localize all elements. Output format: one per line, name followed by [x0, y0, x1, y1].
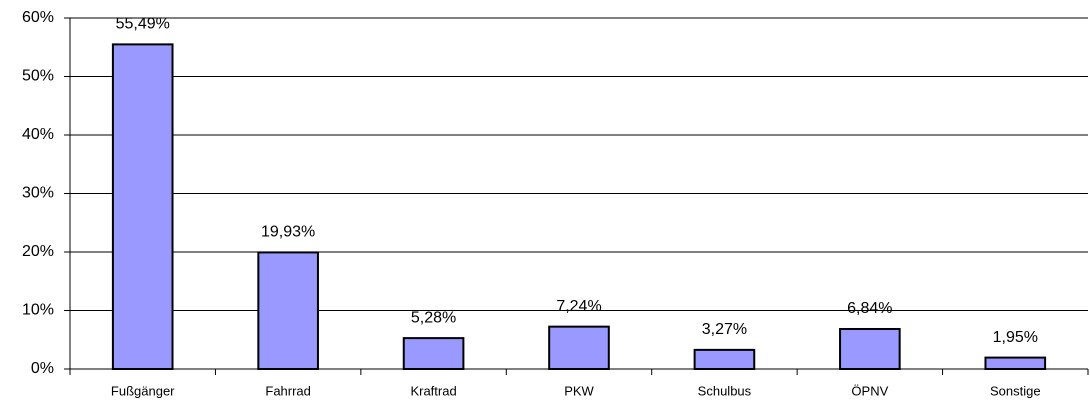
x-tick-label: Sonstige [990, 383, 1041, 398]
x-tick-label: Fußgänger [111, 383, 175, 398]
bar [111, 43, 174, 370]
bar [402, 337, 465, 370]
value-label: 7,24% [556, 298, 601, 315]
x-tick-label: ÖPNV [851, 383, 888, 398]
y-tick-label: 30% [22, 185, 54, 202]
y-tick-label: 0% [31, 360, 54, 377]
x-tick-label: Kraftrad [410, 383, 456, 398]
bar [839, 327, 901, 370]
value-label: 3,27% [702, 321, 747, 338]
y-tick-label: 20% [22, 243, 54, 260]
value-label: 6,84% [847, 300, 892, 317]
value-label: 5,28% [411, 309, 456, 326]
y-tick-label: 50% [22, 68, 54, 85]
x-tick-label: Schulbus [698, 383, 752, 398]
value-label: 19,93% [261, 224, 315, 241]
bar [548, 325, 610, 370]
x-tick-label: PKW [564, 383, 594, 398]
y-tick-label: 40% [22, 126, 54, 143]
y-tick-label: 60% [22, 9, 54, 26]
bar [693, 348, 756, 371]
y-tick-label: 10% [22, 302, 54, 319]
value-label: 55,49% [116, 16, 170, 33]
bar [257, 251, 319, 370]
bar [984, 356, 1047, 370]
x-tick-label: Fahrrad [265, 383, 311, 398]
value-label: 1,95% [993, 329, 1038, 346]
